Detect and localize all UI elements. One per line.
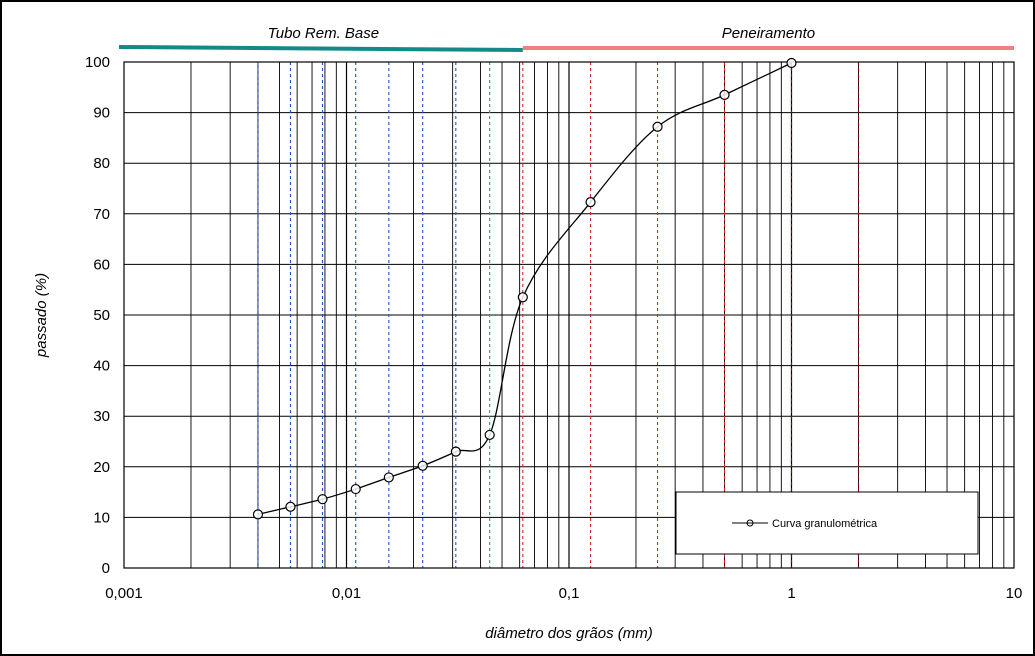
legend: Curva granulométrica <box>675 491 979 555</box>
legend-label: Curva granulométrica <box>772 518 878 530</box>
x-tick-label: 0,001 <box>105 585 143 602</box>
x-tick-label: 0,1 <box>559 585 580 602</box>
data-point <box>484 429 495 441</box>
y-tick-label: 90 <box>93 105 110 122</box>
data-point <box>719 89 730 100</box>
data-point <box>417 460 428 471</box>
data-point <box>517 292 528 303</box>
y-tick-label: 40 <box>93 358 110 375</box>
x-tick-label: 0,01 <box>332 585 361 602</box>
x-tick-label: 1 <box>787 585 795 602</box>
reference-lines <box>257 62 860 568</box>
legend-marker <box>746 519 754 527</box>
data-point <box>652 121 663 132</box>
y-tick-label: 0 <box>102 560 110 577</box>
data-point <box>786 57 797 69</box>
data-point <box>450 446 461 457</box>
band-line <box>118 45 523 52</box>
series <box>252 57 797 520</box>
data-point <box>585 197 596 208</box>
y-tick-label: 10 <box>93 509 110 526</box>
data-point <box>285 501 296 512</box>
y-tick-label: 50 <box>93 307 110 324</box>
y-tick-label: 80 <box>93 155 110 172</box>
data-point <box>252 509 264 520</box>
legend-box <box>675 491 979 555</box>
x-tick-label: 10 <box>1006 585 1023 602</box>
y-tick-label: 60 <box>93 256 110 273</box>
y-tick-label: 70 <box>93 206 110 223</box>
series-line <box>257 62 792 515</box>
method-bands: Tubo Rem. Base Peneiramento <box>118 25 1014 52</box>
data-point <box>383 472 394 483</box>
y-tick-label: 100 <box>85 54 110 71</box>
data-point <box>317 494 328 505</box>
y-axis-title: passado (%) <box>33 273 50 358</box>
plot-border <box>123 61 1015 569</box>
band-label: Tubo Rem. Base <box>268 25 379 42</box>
y-tick-label: 20 <box>93 459 110 476</box>
data-point <box>350 483 361 495</box>
grid <box>124 62 1014 568</box>
y-tick-label: 30 <box>93 408 110 425</box>
band-label: Peneiramento <box>722 25 815 42</box>
x-axis-title: diâmetro dos grãos (mm) <box>485 625 653 642</box>
